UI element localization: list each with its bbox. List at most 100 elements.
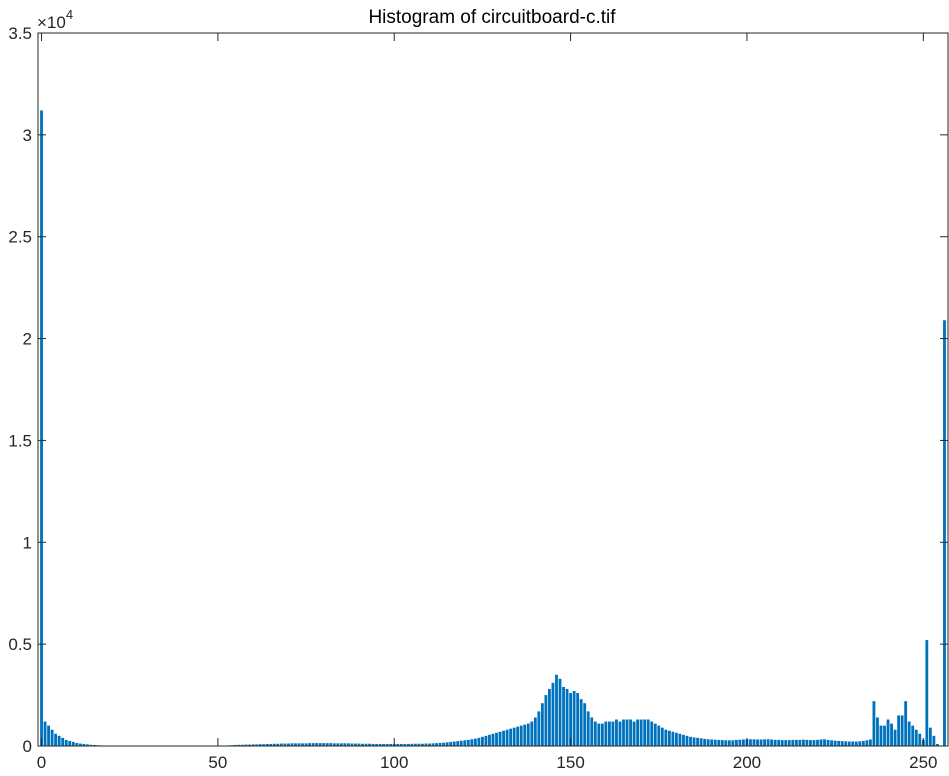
histogram-bar	[329, 743, 333, 746]
histogram-bar	[657, 725, 661, 746]
histogram-bar	[579, 699, 583, 746]
histogram-bar	[847, 741, 851, 746]
histogram-bar	[283, 743, 287, 746]
y-tick-label: 3	[23, 126, 32, 145]
histogram-bar	[255, 744, 259, 746]
histogram-bar	[428, 743, 431, 746]
histogram-bar	[607, 721, 611, 746]
histogram-bar	[555, 674, 558, 746]
histogram-bar	[872, 701, 876, 746]
histogram-bar	[64, 739, 68, 746]
histogram-bar	[421, 743, 424, 746]
histogram-bar	[865, 740, 869, 746]
histogram-bar	[361, 743, 364, 746]
histogram-bar	[643, 719, 647, 746]
histogram-bar	[823, 739, 826, 746]
histogram-bar	[583, 703, 587, 746]
histogram-bar	[816, 739, 819, 746]
histogram-bar	[830, 740, 834, 746]
histogram-bar	[502, 730, 505, 746]
histogram-bar	[844, 741, 848, 746]
y-tick-label: 0	[23, 737, 32, 756]
histogram-bar	[78, 743, 82, 746]
histogram-bar	[466, 739, 470, 746]
histogram-bar	[682, 734, 685, 746]
histogram-bar	[57, 735, 61, 746]
histogram-bar	[438, 742, 442, 746]
histogram-bar	[622, 719, 625, 746]
histogram-bar	[928, 727, 932, 746]
x-tick-label: 0	[37, 753, 46, 772]
histogram-bar	[540, 703, 544, 746]
histogram-bar	[752, 739, 756, 746]
histogram-bar	[551, 682, 555, 746]
histogram-bar	[495, 732, 498, 746]
histogram-bar	[234, 744, 237, 746]
histogram-bar	[537, 711, 541, 746]
histogram-bar	[653, 723, 657, 746]
histogram-bar	[297, 743, 301, 746]
histogram-bar	[304, 743, 308, 746]
histogram-bar	[491, 733, 495, 746]
histogram-bar	[625, 719, 629, 746]
histogram-bar	[417, 743, 421, 746]
histogram-bar	[248, 744, 252, 746]
histogram-bar	[590, 717, 594, 746]
histogram-bar	[710, 739, 714, 746]
histogram-bar	[717, 739, 721, 746]
histogram-bar	[449, 741, 453, 746]
histogram-bar	[477, 737, 481, 746]
histogram-bar	[548, 688, 551, 746]
histogram-bar	[509, 728, 513, 746]
histogram-bar	[858, 741, 862, 746]
histogram-bar	[442, 742, 446, 746]
histogram-bar	[636, 719, 640, 746]
histogram-bar	[675, 732, 678, 746]
histogram-bar	[336, 743, 340, 746]
histogram-bar	[738, 739, 742, 746]
histogram-bar	[82, 743, 86, 746]
histogram-bar	[699, 738, 703, 746]
histogram-bar	[780, 740, 784, 746]
histogram-bar	[43, 721, 47, 746]
histogram-bar	[763, 739, 766, 746]
histogram-bar	[749, 739, 752, 746]
histogram-bar	[650, 721, 654, 746]
histogram-bar	[262, 744, 266, 746]
histogram-bar	[706, 739, 710, 746]
histogram-bar	[826, 739, 830, 746]
histogram-bar	[484, 735, 488, 746]
histogram-bar	[876, 717, 879, 746]
histogram-bar	[463, 740, 467, 746]
histogram-bar	[932, 735, 936, 746]
histogram-bar	[237, 744, 241, 746]
histogram-bar	[71, 741, 75, 746]
histogram-bar	[456, 741, 460, 746]
histogram-bar	[798, 739, 802, 746]
histogram-bar	[615, 719, 618, 746]
histogram-bar	[410, 743, 414, 746]
histogram-bar	[424, 743, 428, 746]
histogram-bar	[406, 743, 410, 746]
histogram-bar	[586, 711, 590, 746]
histogram-bar	[890, 723, 893, 746]
histogram-bar	[611, 721, 615, 746]
histogram-bar	[481, 736, 484, 746]
histogram-bar	[385, 743, 389, 746]
histogram-bar	[75, 742, 79, 746]
x-tick-label: 200	[733, 753, 761, 772]
x-tick-label: 150	[556, 753, 584, 772]
histogram-bar	[350, 743, 354, 746]
histogram-bar	[805, 739, 809, 746]
histogram-bar	[766, 739, 770, 746]
histogram-bar	[904, 701, 908, 746]
histogram-bar	[459, 740, 463, 746]
histogram-bar	[660, 727, 664, 746]
histogram-bar	[339, 743, 343, 746]
y-tick-label: 2	[23, 330, 32, 349]
histogram-bar	[519, 725, 523, 746]
histogram-bar	[382, 743, 386, 746]
histogram-bar	[61, 737, 65, 746]
histogram-bar	[925, 640, 929, 746]
histogram-bar	[773, 739, 777, 746]
